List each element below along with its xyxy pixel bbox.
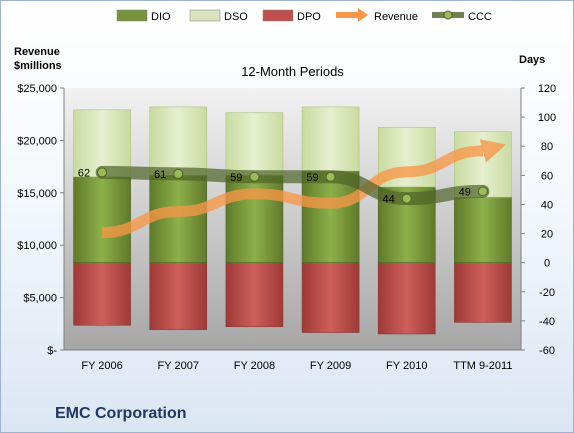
ccc-point	[173, 168, 184, 179]
left-tick-label: $15,000	[17, 188, 57, 200]
legend-swatch-revenue-head	[358, 8, 368, 22]
bar-dpo	[301, 262, 360, 333]
bar-dpo	[377, 262, 436, 335]
legend-label-dso: DSO	[224, 11, 248, 23]
ccc-data-label: 61	[154, 169, 166, 181]
company-name: EMC Corporation	[55, 405, 187, 422]
category-label: FY 2009	[310, 360, 351, 372]
right-axis-title: Days	[519, 54, 545, 66]
legend-label-ccc: CCC	[468, 11, 492, 23]
right-tick-label: 40	[541, 199, 553, 211]
ccc-point	[325, 171, 336, 182]
right-tick-label: -40	[539, 316, 555, 328]
left-tick-label: $20,000	[17, 135, 57, 147]
ccc-data-label: 59	[230, 172, 242, 184]
chart-title: 12-Month Periods	[241, 64, 344, 79]
right-tick-label: -20	[539, 287, 555, 299]
legend-swatch-dio	[116, 9, 148, 22]
right-tick-label: 0	[544, 258, 550, 270]
bar-dpo	[149, 262, 208, 330]
category-label: FY 2010	[386, 360, 427, 372]
right-tick-label: 20	[541, 229, 553, 241]
ccc-point	[401, 193, 412, 204]
right-tick-label: -60	[539, 345, 555, 357]
right-tick-label: 80	[541, 141, 553, 153]
left-tick-label: $10,000	[17, 240, 57, 252]
ccc-line	[95, 165, 490, 206]
revenue-arrowhead	[479, 139, 507, 163]
ccc-data-label: 44	[383, 194, 395, 206]
bar-dso	[149, 106, 208, 176]
legend: DIO DSO DPO Revenue CCC	[116, 8, 492, 23]
legend-swatch-ccc-point	[443, 10, 453, 20]
right-tick-label: 100	[538, 112, 556, 124]
bar-dpo	[73, 262, 131, 326]
bar-dio	[73, 176, 131, 263]
legend-label-revenue: Revenue	[374, 11, 418, 23]
bar-dio	[301, 170, 360, 263]
left-tick-label: $5,000	[23, 293, 57, 305]
plot-area	[64, 88, 521, 350]
left-axis-title: Revenue	[14, 46, 60, 58]
right-tick-label: 120	[538, 83, 556, 95]
bar-dso	[73, 109, 131, 178]
left-axis-title-units: $millions	[14, 60, 62, 72]
bar-dpo	[225, 262, 284, 328]
ccc-data-label: 62	[78, 167, 90, 179]
bar-dso	[301, 106, 360, 172]
legend-label-dpo: DPO	[297, 11, 321, 23]
legend-swatch-dso	[189, 9, 221, 22]
bar-dso	[225, 112, 284, 176]
ccc-point	[249, 171, 260, 182]
category-label: FY 2008	[234, 360, 275, 372]
left-tick-label: $-	[47, 345, 57, 357]
category-label: FY 2006	[81, 360, 122, 372]
revenue-line	[101, 145, 484, 239]
legend-label-dio: DIO	[151, 11, 171, 23]
bar-dio	[454, 196, 512, 263]
ccc-point	[97, 167, 108, 178]
ccc-data-label: 49	[459, 186, 471, 198]
ccc-data-label: 59	[306, 172, 318, 184]
bar-dpo	[454, 262, 512, 323]
category-label: FY 2007	[158, 360, 199, 372]
ccc-point	[477, 186, 488, 197]
category-label: TTM 9-2011	[453, 360, 512, 372]
legend-swatch-dpo	[262, 9, 294, 22]
right-tick-label: 60	[541, 170, 553, 182]
left-tick-label: $25,000	[17, 83, 57, 95]
